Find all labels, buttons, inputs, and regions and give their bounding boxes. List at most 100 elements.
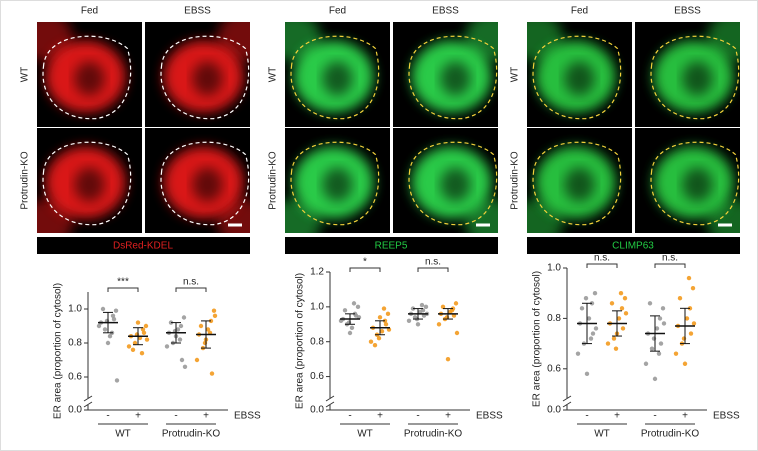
row-label: Protrudin-KO bbox=[268, 151, 279, 210]
x-tick-label: - bbox=[106, 411, 109, 422]
micrograph bbox=[145, 22, 250, 127]
y-axis-label: ER area (proportion of cytosol) bbox=[295, 273, 306, 409]
data-point bbox=[102, 327, 108, 332]
data-point bbox=[181, 315, 187, 320]
nucleus bbox=[322, 61, 353, 96]
y-tick-label: 0.8 bbox=[68, 338, 82, 349]
data-point bbox=[590, 331, 596, 336]
column-label: EBSS bbox=[184, 6, 211, 17]
data-point bbox=[652, 376, 658, 382]
y-tick-label: 1.2 bbox=[310, 267, 324, 278]
data-point bbox=[355, 304, 361, 310]
group-label: Protrudin-KO bbox=[162, 429, 221, 440]
cells bbox=[408, 141, 498, 233]
group-label: Protrudin-KO bbox=[641, 429, 700, 440]
data-point bbox=[673, 351, 679, 356]
stain-label: CLIMP63 bbox=[612, 241, 654, 252]
data-point bbox=[351, 301, 357, 306]
data-point bbox=[682, 361, 688, 366]
data-point bbox=[684, 316, 690, 321]
data-point bbox=[616, 316, 622, 321]
data-point bbox=[688, 331, 694, 336]
data-point bbox=[454, 330, 460, 336]
data-point bbox=[105, 340, 111, 346]
cell-outline bbox=[290, 35, 380, 120]
data-point bbox=[657, 316, 663, 321]
cells bbox=[37, 22, 132, 120]
significance-label: n.s. bbox=[662, 253, 678, 264]
data-point bbox=[605, 341, 611, 346]
column-label: EBSS bbox=[432, 6, 459, 17]
data-point bbox=[211, 308, 217, 313]
data-point bbox=[100, 306, 106, 312]
data-point bbox=[593, 326, 599, 331]
group-label: WT bbox=[115, 429, 131, 440]
data-point bbox=[681, 336, 687, 341]
data-point bbox=[415, 322, 421, 327]
data-point bbox=[114, 378, 120, 383]
x-tick-label: + bbox=[135, 411, 141, 422]
data-point bbox=[586, 316, 592, 321]
data-point bbox=[177, 337, 183, 342]
data-point bbox=[178, 323, 184, 329]
data-point bbox=[385, 311, 391, 317]
cell-outline bbox=[42, 35, 132, 120]
significance-bracket bbox=[107, 287, 139, 292]
stain-bar bbox=[285, 237, 498, 254]
micrograph bbox=[635, 128, 740, 233]
row-label: Protrudin-KO bbox=[20, 151, 31, 210]
data-point bbox=[377, 315, 383, 320]
cells bbox=[650, 141, 740, 233]
cells bbox=[527, 141, 622, 233]
y-axis-label: ER area (proportion of cytosol) bbox=[53, 283, 64, 419]
data-point bbox=[649, 346, 655, 351]
data-point bbox=[592, 291, 598, 296]
micrograph bbox=[145, 128, 250, 233]
data-point bbox=[194, 357, 200, 363]
cells bbox=[160, 22, 250, 120]
data-point bbox=[381, 306, 387, 311]
data-point bbox=[613, 346, 619, 351]
micrograph bbox=[393, 128, 498, 233]
data-point bbox=[141, 330, 147, 335]
data-point bbox=[660, 306, 666, 311]
data-point bbox=[209, 371, 215, 376]
data-point bbox=[618, 291, 624, 296]
data-point bbox=[677, 296, 683, 301]
data-point bbox=[436, 322, 442, 327]
row-label: WT bbox=[268, 67, 279, 83]
data-point bbox=[453, 301, 459, 306]
data-point bbox=[651, 336, 657, 341]
micrograph bbox=[635, 22, 740, 127]
data-point bbox=[349, 325, 355, 330]
axis-break bbox=[562, 395, 572, 408]
data-point bbox=[647, 301, 653, 306]
data-point bbox=[419, 302, 425, 308]
y-tick-label: 0.8 bbox=[310, 336, 324, 347]
nucleus bbox=[440, 167, 471, 202]
significance-label: * bbox=[363, 257, 367, 268]
data-point bbox=[623, 311, 629, 316]
significance-bracket bbox=[586, 263, 618, 268]
data-point bbox=[383, 322, 389, 327]
data-point bbox=[690, 285, 696, 291]
data-point bbox=[113, 308, 119, 313]
row-label: Protrudin-KO bbox=[510, 151, 521, 210]
data-point bbox=[656, 351, 662, 356]
x-tick-label: - bbox=[348, 411, 351, 422]
nucleus bbox=[564, 61, 595, 96]
data-point bbox=[347, 330, 353, 336]
data-point bbox=[643, 361, 649, 366]
data-point bbox=[406, 318, 412, 323]
data-point bbox=[575, 351, 581, 356]
condition-label: EBSS bbox=[476, 411, 503, 422]
data-point bbox=[691, 321, 697, 326]
data-point bbox=[440, 304, 446, 310]
x-tick-label: + bbox=[203, 411, 209, 422]
nucleus bbox=[440, 61, 471, 96]
nucleus bbox=[322, 167, 353, 202]
data-point bbox=[661, 321, 667, 326]
cells bbox=[285, 141, 380, 233]
nucleus bbox=[682, 61, 713, 96]
y-tick-label: 0.6 bbox=[68, 372, 82, 383]
